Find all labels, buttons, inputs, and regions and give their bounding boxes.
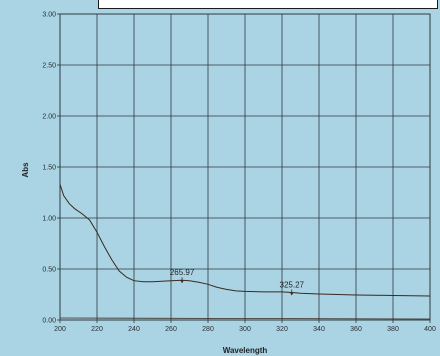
tick-label-layer: 200 220 240 260 280 300 320 340 360 380 400 0.00 0.5… xyxy=(42,12,436,334)
y-tick-label: 1.50 xyxy=(42,165,56,172)
x-tick-label: 400 xyxy=(424,326,436,333)
x-axis-title: Wavelength xyxy=(223,346,268,355)
y-tick-label: 2.50 xyxy=(42,63,56,70)
peak-label: 325.27 xyxy=(280,280,305,289)
x-tick-label: 360 xyxy=(350,326,362,333)
x-tick-label: 300 xyxy=(239,326,251,333)
x-tick-label: 260 xyxy=(165,326,177,333)
plot-frame xyxy=(59,13,431,321)
annotation-layer: 265.97 325.27 xyxy=(170,268,305,296)
y-tick-label: 3.00 xyxy=(42,12,56,19)
x-tick-label: 280 xyxy=(202,326,214,333)
y-axis-title: Abs xyxy=(21,162,30,178)
x-tick-label: 200 xyxy=(54,326,66,333)
x-tick-label: 340 xyxy=(313,326,325,333)
top-frame-box xyxy=(98,0,438,9)
absorbance-curve xyxy=(59,184,431,297)
x-tick-label: 320 xyxy=(276,326,288,333)
peak-label: 265.97 xyxy=(170,268,195,277)
peak-arrow xyxy=(289,292,294,296)
baseline-curve xyxy=(59,317,431,320)
y-tick-label: 1.00 xyxy=(42,216,56,223)
y-tick-label: 0.50 xyxy=(42,267,56,274)
y-tick-label: 2.00 xyxy=(42,114,56,121)
peak-arrow xyxy=(180,280,184,284)
curve-layer xyxy=(59,184,431,320)
y-tick-label: 0.00 xyxy=(42,318,56,325)
x-tick-label: 220 xyxy=(91,326,103,333)
grid-layer xyxy=(57,13,431,323)
x-tick-label: 380 xyxy=(387,326,399,333)
x-tick-label: 240 xyxy=(128,326,140,333)
